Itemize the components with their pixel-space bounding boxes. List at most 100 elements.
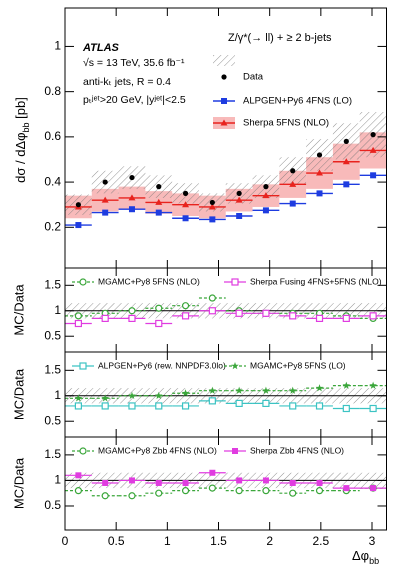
marker	[369, 404, 377, 413]
legend-label: MGAMC+Py8 5FNS (NLO)	[98, 276, 200, 286]
x-tick-label: 1.5	[210, 534, 227, 548]
legend-label: ALPGEN+Py6 (rew. NNPDF3.0lo)	[98, 360, 226, 370]
process-label: Z/γ*(→ ll) + ≥ 2 b-jets	[228, 32, 332, 44]
marker	[236, 213, 243, 219]
marker	[182, 479, 189, 486]
marker	[289, 479, 296, 486]
marker	[289, 200, 296, 207]
marker	[155, 319, 163, 328]
marker	[343, 181, 350, 188]
marker	[101, 492, 109, 500]
legend-label: MGAMC+Py8 5FNS (LO)	[250, 360, 346, 370]
y-axis-title: MC/Data	[11, 457, 26, 509]
marker	[74, 402, 82, 410]
marker	[128, 492, 136, 500]
marker	[156, 184, 162, 190]
marker	[369, 146, 377, 153]
marker	[74, 312, 82, 320]
marker	[155, 209, 162, 216]
marker	[343, 485, 350, 492]
x-tick-label: 0.5	[108, 534, 125, 548]
marker	[220, 119, 228, 126]
legend-label: ALPGEN+Py6 4FNS (LO)	[243, 96, 352, 107]
marker	[316, 190, 323, 197]
marker	[208, 397, 216, 405]
marker	[181, 312, 190, 320]
annotation: anti-kₜ jets, R = 0.4	[83, 76, 171, 88]
marker	[370, 485, 377, 492]
marker	[129, 174, 135, 181]
marker	[79, 278, 87, 286]
marker	[235, 399, 243, 408]
marker	[102, 209, 109, 216]
y-tick-label: 1	[54, 388, 61, 402]
legend-label: Sherpa 5FNS (NLO)	[243, 118, 329, 129]
marker	[182, 190, 189, 196]
experiment-label: ATLAS	[82, 42, 120, 54]
marker	[155, 402, 163, 410]
marker	[342, 314, 350, 322]
marker	[316, 479, 323, 486]
y-tick-label: 1.5	[44, 447, 61, 461]
annotation: pₜʲᵉᵗ>20 GeV, |yʲᵉᵗ|<2.5	[83, 94, 186, 106]
marker	[342, 404, 350, 413]
marker	[101, 394, 109, 402]
marker	[315, 314, 324, 322]
marker	[342, 158, 350, 165]
marker	[315, 384, 324, 392]
y-axis-title: dσ / dΔφbb [pb]	[13, 97, 31, 183]
marker	[343, 138, 349, 144]
marker	[288, 386, 297, 394]
marker	[369, 381, 377, 389]
marker	[262, 399, 270, 408]
marker	[208, 203, 216, 210]
marker	[101, 314, 109, 322]
marker	[155, 198, 163, 205]
marker	[263, 184, 269, 190]
x-tick-label: 1	[164, 534, 171, 548]
y-tick-label: 0.5	[44, 328, 61, 342]
marker	[75, 202, 81, 208]
x-tick-label: 2	[266, 534, 273, 548]
marker	[74, 394, 83, 402]
marker	[128, 391, 136, 400]
marker	[316, 152, 323, 158]
marker	[316, 169, 324, 176]
plot-frame	[64, 436, 387, 531]
marker	[128, 402, 136, 410]
marker	[101, 402, 109, 410]
marker	[221, 98, 227, 104]
marker	[79, 447, 87, 455]
y-tick-label: 0.5	[44, 498, 61, 512]
marker	[342, 381, 351, 389]
marker	[209, 199, 215, 206]
marker	[101, 196, 109, 203]
marker	[181, 302, 190, 310]
marker	[74, 487, 82, 495]
annotation: √s = 13 TeV, 35.6 fb⁻¹	[83, 57, 185, 69]
marker	[102, 179, 108, 185]
y-tick-label: 0.2	[44, 219, 61, 233]
y-axis-title-sub: bb	[21, 122, 31, 132]
marker	[128, 194, 136, 201]
marker	[232, 448, 238, 454]
marker	[235, 386, 243, 394]
marker	[128, 477, 135, 484]
marker	[231, 278, 239, 286]
legend-label: Sherpa Zbb 4FNS (NLO)	[250, 445, 344, 455]
marker	[209, 216, 216, 223]
legend-label: Data	[243, 72, 264, 83]
plot-area	[65, 297, 387, 325]
marker	[128, 307, 136, 315]
marker	[262, 192, 270, 199]
marker	[181, 487, 190, 495]
marker	[235, 309, 243, 317]
marker	[315, 402, 324, 410]
y-tick-label: 1.5	[44, 362, 61, 376]
marker	[209, 469, 216, 476]
y-tick-label: 0.4	[44, 174, 61, 188]
x-axis-title-sub: bb	[369, 556, 379, 566]
marker	[155, 304, 163, 312]
marker	[74, 319, 82, 328]
